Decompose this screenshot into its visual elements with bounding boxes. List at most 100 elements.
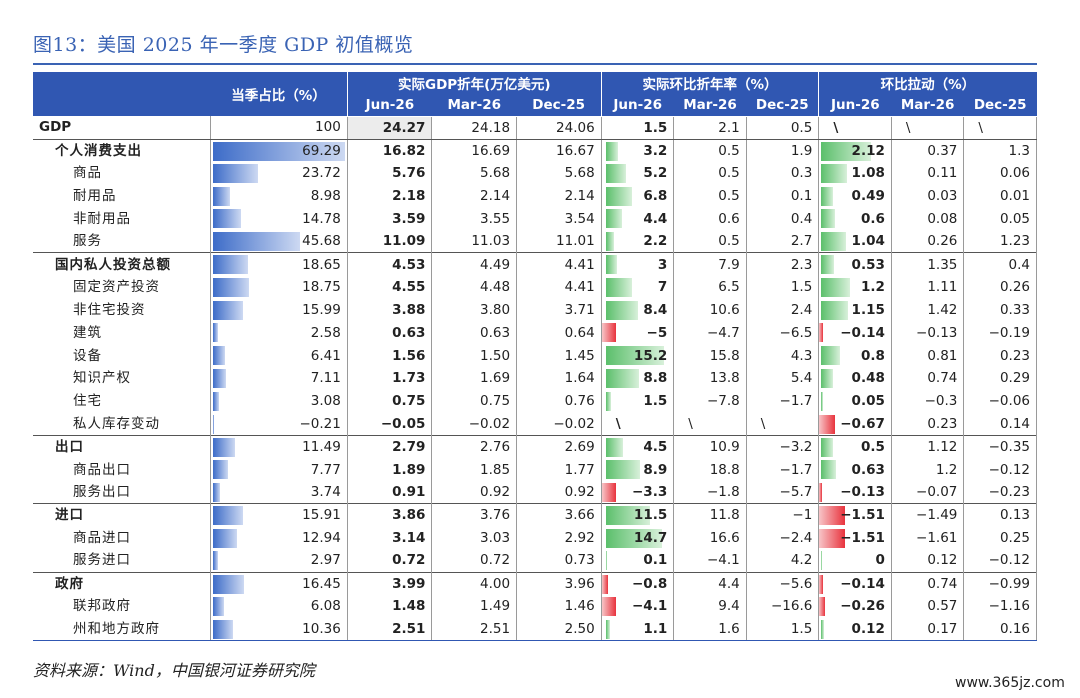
qoq-rate-value: −4.1 xyxy=(601,594,675,618)
qoq-rate-value: 1.5 xyxy=(601,389,675,413)
contribution-value: −0.13 xyxy=(891,321,965,345)
contribution-text: −1.51 xyxy=(840,507,885,524)
header-period: Dec-25 xyxy=(746,94,820,117)
share-cell: 16.45 xyxy=(210,571,348,595)
qoq-text: 1.5 xyxy=(643,393,668,410)
contribution-value: 1.11 xyxy=(891,275,965,299)
contribution-value: −0.35 xyxy=(963,434,1037,459)
qoq-rate-value: 0.5 xyxy=(673,138,747,162)
contribution-text: \ xyxy=(833,119,839,136)
qoq-text: −1.8 xyxy=(706,484,740,501)
real-gdp-value: 11.09 xyxy=(347,230,433,253)
real-gdp-value: 2.51 xyxy=(431,617,518,642)
contribution-text: 0.06 xyxy=(999,165,1030,182)
contribution-text: 0.5 xyxy=(860,439,885,455)
share-cell: 15.91 xyxy=(210,503,348,527)
share-cell: 3.08 xyxy=(210,389,348,413)
contribution-value: 1.04 xyxy=(818,230,892,253)
row-label: 个人消费支出 xyxy=(33,138,211,162)
qoq-text: \ xyxy=(760,415,766,432)
row-label: 耐用品 xyxy=(33,184,211,208)
header-name-blank xyxy=(33,72,211,116)
contribution-bar xyxy=(819,414,836,434)
contribution-text: 0.48 xyxy=(851,370,885,387)
row-label: 服务进口 xyxy=(33,549,211,573)
qoq-text: 4.4 xyxy=(718,575,740,592)
table-row: 商品 23.72 5.76 5.68 5.68 5.2 0.5 0.3 1.08 0.11 0.06 xyxy=(33,161,1037,185)
table-row: 建筑 2.58 0.63 0.63 0.64 −5 −4.7 −6.5 −0.14 −0.13 −0… xyxy=(33,321,1037,345)
qoq-rate-value: \ xyxy=(746,412,820,436)
qoq-text: 4.4 xyxy=(643,210,668,227)
table-row: 个人消费支出 69.29 16.82 16.69 16.67 3.2 0.5 1.9 2.12 0… xyxy=(33,138,1037,162)
contribution-text: 0.26 xyxy=(999,279,1030,296)
table-row: 耐用品 8.98 2.18 2.14 2.14 6.8 0.5 0.1 0.49 0.03 0.01 xyxy=(33,184,1037,208)
qoq-text: 15.2 xyxy=(633,347,668,364)
header-period: Jun-26 xyxy=(347,94,432,117)
real-gdp-value: 16.67 xyxy=(516,138,602,162)
qoq-text: −0.8 xyxy=(632,575,668,592)
contribution-value: 0.57 xyxy=(891,594,965,618)
qoq-rate-value: 2.1 xyxy=(673,116,747,140)
row-label: 服务出口 xyxy=(33,480,211,504)
qoq-text: 0.1 xyxy=(643,552,668,569)
real-gdp-value: 3.71 xyxy=(516,298,602,322)
share-cell: 69.29 xyxy=(210,138,348,162)
contribution-text: −0.14 xyxy=(840,324,885,341)
contribution-value: −0.3 xyxy=(891,389,965,413)
qoq-rate-value: −0.8 xyxy=(601,571,675,595)
qoq-bar xyxy=(601,323,616,343)
contribution-text: −1.61 xyxy=(916,529,958,546)
qoq-bar xyxy=(605,300,638,320)
contribution-value: 1.08 xyxy=(818,161,892,185)
table-row: 服务出口 3.74 0.91 0.92 0.92 −3.3 −1.8 −5.7 −0.13 −0.… xyxy=(33,480,1037,504)
qoq-text: −4.7 xyxy=(706,324,740,341)
qoq-rate-value: −4.1 xyxy=(673,549,747,573)
real-gdp-value: 0.92 xyxy=(431,480,518,504)
contribution-bar xyxy=(821,346,841,366)
share-value: 16.45 xyxy=(302,575,341,592)
share-cell: 18.65 xyxy=(210,252,348,276)
share-value: 23.72 xyxy=(302,165,341,182)
contribution-value: −0.12 xyxy=(963,549,1037,573)
contribution-bar xyxy=(821,368,833,388)
table-row: 出口 11.49 2.79 2.76 2.69 4.5 10.9 −3.2 0.5 1.12 −0.… xyxy=(33,434,1037,459)
contribution-text: \ xyxy=(905,119,911,136)
header-period: Mar-26 xyxy=(673,94,747,117)
real-gdp-value: 2.79 xyxy=(347,434,433,459)
real-gdp-value: 1.73 xyxy=(347,366,433,390)
contribution-text: 0.12 xyxy=(851,620,885,637)
real-gdp-value: 11.01 xyxy=(516,230,602,253)
qoq-rate-value: −16.6 xyxy=(746,594,820,618)
qoq-bar xyxy=(605,209,623,229)
contribution-value: −1.51 xyxy=(818,526,892,550)
contribution-value: 0.01 xyxy=(963,184,1037,208)
qoq-text: −6.5 xyxy=(779,324,813,341)
contribution-value: −0.12 xyxy=(963,458,1037,481)
share-bar xyxy=(212,232,300,252)
figure-title: 图13：美国 2025 年一季度 GDP 初值概览 xyxy=(33,34,414,56)
real-gdp-value: 24.06 xyxy=(516,116,602,140)
real-gdp-value: 3.86 xyxy=(347,503,433,527)
qoq-rate-value: 3.2 xyxy=(601,138,675,162)
header-period: Jun-26 xyxy=(818,94,892,117)
contribution-value: \ xyxy=(963,116,1037,140)
table-body: GDP 100 24.27 24.18 24.06 1.5 2.1 0.5 \ \ \ 个人消费支出 6… xyxy=(33,116,1037,642)
share-bar xyxy=(212,300,244,320)
row-label: 进口 xyxy=(33,503,211,527)
share-bar xyxy=(212,414,214,434)
qoq-rate-value: 10.9 xyxy=(673,434,747,459)
qoq-rate-value: 0.5 xyxy=(673,230,747,253)
contribution-bar xyxy=(821,460,837,480)
qoq-rate-value: 13.8 xyxy=(673,366,747,390)
qoq-rate-value: 0.4 xyxy=(746,207,820,231)
real-gdp-value: 4.53 xyxy=(347,252,433,276)
contribution-text: −0.12 xyxy=(988,552,1030,569)
real-gdp-value: 2.76 xyxy=(431,434,518,459)
real-gdp-value: 4.41 xyxy=(516,252,602,276)
share-value: 45.68 xyxy=(302,233,341,250)
contribution-text: −1.16 xyxy=(988,598,1030,615)
real-gdp-value: 24.18 xyxy=(431,116,518,140)
contribution-value: 0.74 xyxy=(891,366,965,390)
qoq-bar xyxy=(605,277,633,297)
share-cell: 12.94 xyxy=(210,526,348,550)
